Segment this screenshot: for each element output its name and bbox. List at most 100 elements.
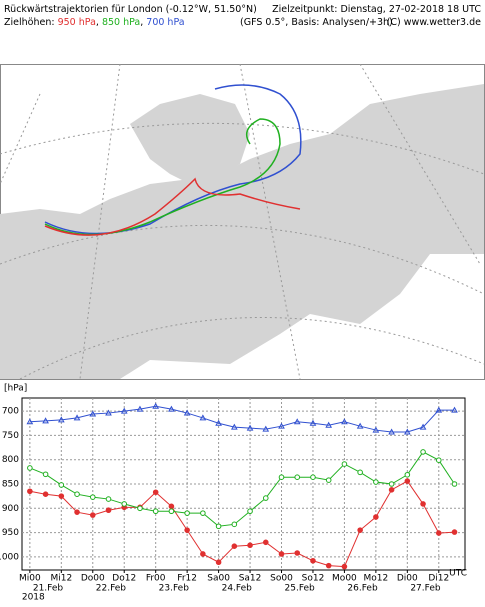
marker: [74, 509, 80, 515]
marker: [121, 501, 128, 507]
x-tick-label: Sa00: [207, 574, 230, 584]
y-tick-label: 950: [2, 528, 19, 538]
trajectories: [44, 84, 302, 236]
marker: [420, 501, 426, 507]
y-tick-label: 800: [2, 455, 19, 465]
x-tick-label: Mi00: [19, 574, 41, 584]
marker: [26, 418, 34, 425]
date-label: 25.Feb: [285, 584, 316, 594]
marker: [294, 550, 301, 556]
marker: [357, 469, 363, 476]
marker: [42, 491, 49, 498]
marker: [388, 481, 395, 487]
marker: [152, 508, 159, 515]
date-label: 27.Feb: [410, 584, 441, 594]
marker: [42, 471, 49, 478]
marker: [435, 530, 442, 536]
marker: [404, 471, 411, 478]
date-label: 26.Feb: [347, 584, 378, 594]
marker: [105, 507, 112, 514]
x-tick-label: Sa12: [239, 574, 262, 584]
marker: [105, 409, 112, 416]
marker: [231, 543, 238, 549]
y-axis-label: [hPa]: [4, 384, 27, 394]
marker: [168, 508, 175, 515]
trajectory-map: [0, 64, 485, 380]
marker: [310, 474, 316, 480]
header-row: Zielhöhen: 950 hPa, 850 hPa, 700 hPa (GF…: [4, 17, 481, 28]
y-tick-label: 900: [2, 504, 19, 514]
marker: [278, 551, 285, 557]
x-tick-label: Mo12: [364, 574, 389, 584]
marker: [27, 488, 33, 495]
x-tick-label: Mo00: [332, 574, 357, 584]
x-tick-label: Mi12: [50, 574, 72, 584]
x-tick-label: Fr12: [177, 574, 197, 584]
marker: [105, 496, 112, 502]
date-label: 22.Feb: [96, 584, 127, 594]
target-time: Zielzeitpunkt: Dienstag, 27-02-2018 18 U…: [272, 4, 481, 15]
marker: [200, 551, 206, 557]
x-tick-label: Do00: [81, 574, 105, 584]
marker: [152, 402, 160, 409]
marker: [325, 562, 332, 569]
marker: [262, 495, 269, 501]
marker: [278, 422, 285, 429]
graticule: [0, 64, 485, 380]
marker: [357, 527, 363, 533]
marker: [73, 414, 81, 421]
y-tick-label: 700: [2, 407, 19, 417]
legend-entry: 700 hPa: [146, 17, 185, 28]
x-tick-label: So12: [302, 574, 325, 584]
marker: [58, 493, 65, 499]
marker: [356, 422, 364, 429]
x-tick-label: Di00: [397, 574, 418, 584]
marker: [419, 423, 427, 430]
marker: [183, 409, 191, 416]
marker: [89, 410, 97, 417]
date-label: 21.Feb: [33, 584, 64, 594]
marker: [57, 416, 65, 423]
marker: [420, 449, 426, 455]
y-tick-label: 1000: [0, 552, 19, 562]
marker: [373, 514, 379, 520]
marker: [152, 489, 159, 496]
marker: [262, 425, 270, 432]
marker: [325, 477, 332, 483]
marker: [136, 405, 144, 412]
marker: [247, 542, 253, 549]
marker: [435, 406, 443, 413]
title: Rückwärtstrajektorien für London (-0.12°…: [4, 4, 257, 15]
x-tick-label: Di12: [428, 574, 449, 584]
date-label: 24.Feb: [222, 584, 253, 594]
land: [0, 84, 484, 379]
marker: [231, 521, 238, 528]
marker: [278, 474, 285, 480]
year-label: 2018: [22, 593, 45, 603]
marker: [137, 505, 143, 512]
marker: [309, 419, 317, 426]
marker: [230, 423, 238, 430]
marker: [451, 406, 458, 413]
marker: [200, 510, 206, 516]
land: [130, 94, 250, 184]
x-unit-label: UTC: [449, 569, 467, 579]
legend-entry: 850 hPa: [101, 17, 141, 28]
marker: [215, 559, 222, 566]
marker: [168, 503, 175, 510]
marker: [184, 527, 190, 533]
marker: [388, 487, 395, 493]
marker: [168, 405, 175, 412]
series-line: [29, 405, 455, 433]
series-line: [29, 480, 455, 568]
header-row: Rückwärtstrajektorien für London (-0.12°…: [4, 4, 481, 15]
marker: [388, 428, 395, 435]
levels-label: Zielhöhen:: [4, 17, 55, 28]
marker: [404, 478, 411, 484]
marker: [184, 510, 190, 516]
marker: [247, 508, 253, 515]
marker: [215, 523, 222, 530]
legend-entry: 950 hPa: [57, 17, 96, 28]
series-line: [29, 451, 455, 527]
